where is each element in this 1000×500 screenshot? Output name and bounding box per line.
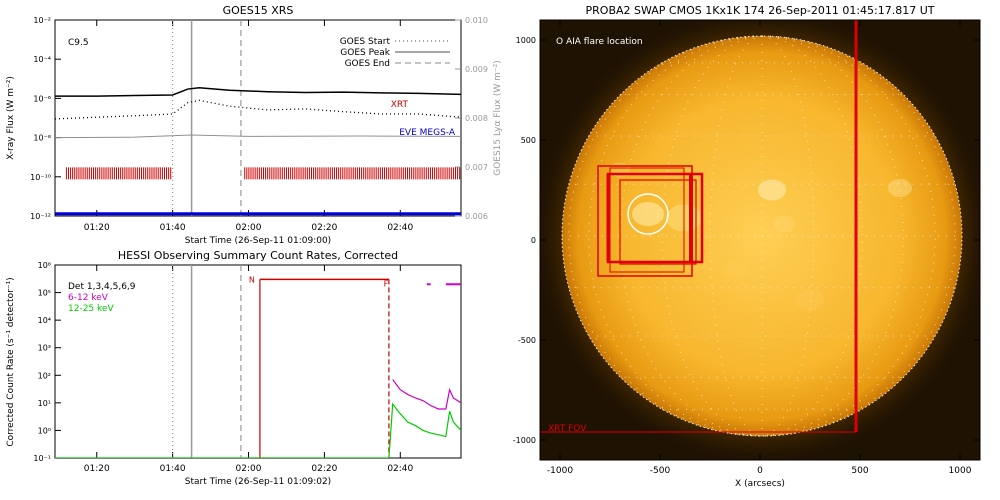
swap-xlabel: X (arcsecs) [735,479,785,489]
swap-x-tick-label: -500 [650,466,671,476]
goes-y-tick-label: 10⁻⁴ [33,55,51,64]
goes-ylabel: X-ray Flux (W m⁻²) [6,76,16,160]
hessi-axes: 01:20 01:40 02:00 02:20 02:40 10⁻¹ 10⁰ 10¹ 10² 10… [33,261,413,474]
hessi-y-tick-label: 10⁶ [38,261,51,270]
active-region-glow [632,202,664,226]
heliographic-grid [561,35,963,437]
swap-x-tick-label: -1000 [547,466,573,476]
hessi-y-tick-label: 10⁻¹ [33,454,51,463]
goes-title: GOES15 XRS [223,4,294,17]
hessi-y-tick-label: 10² [38,371,51,380]
swap-y-tick-label: 500 [521,136,536,145]
swap-y-tick-label: -1000 [513,436,536,445]
hessi-y-tick-label: 10³ [38,344,51,353]
swap-axes: -1000 -500 0 500 1000 -1000 -500 0 500 1000 [513,20,980,476]
hessi-x-tick-label: 01:40 [160,464,186,474]
goes-flare-class: C9.5 [68,38,89,48]
goes-y-tick-label: 10⁻⁸ [33,134,51,143]
hessi-plot-frame [54,264,462,459]
swap-title: PROBA2 SWAP CMOS 1Kx1K 174 26-Sep-2011 0… [586,4,935,17]
goes-panel: GOES15 XRS 01:20 01:40 02:00 02:20 02:40 10⁻¹… [6,4,503,246]
goes-series-line-0 [55,86,461,97]
swap-y-tick-label: 1000 [516,36,536,45]
hessi-series-line-0 [392,379,461,410]
hessi-title: HESSI Observing Summary Count Rates, Cor… [118,249,398,262]
legend-detectors: Det 1,3,4,5,6,9 [68,282,136,292]
night-label: N [249,275,255,284]
aia-flare-location-marker [627,193,669,235]
swap-x-tick-label: 1000 [949,466,972,476]
swap-overlays [540,20,858,433]
swap-x-tick-label: 0 [757,466,763,476]
swap-x-tick-label: 500 [851,466,868,476]
flag-label: F [384,279,389,288]
xrt-fov-label: XRT FOV [548,424,587,434]
hessi-ylabel: Corrected Count Rate (s⁻¹ detector⁻¹) [6,277,16,446]
goes-y-tick-label-right: 0.007 [465,163,488,172]
hessi-legend: Det 1,3,4,5,6,9 6-12 keV 12-25 keV [68,282,136,314]
hessi-y-tick-label: 10⁵ [38,289,51,298]
goes-x-tick-label: 02:00 [236,223,262,233]
xrt-pointing-box [609,167,685,273]
aia-flare-label: O AIA flare location [556,37,643,47]
active-region-glow [796,289,824,311]
goes-y-tick-label-right: 0.009 [465,65,488,74]
hessi-y-tick-label: 10⁰ [38,426,51,435]
xrt-series-label: XRT [391,100,409,110]
goes-x-tick-label: 01:20 [84,223,110,233]
goes-legend: GOES Start GOES Peak GOES End [340,37,450,69]
active-region-glow [758,179,786,201]
eve-series-label: EVE MEGS-A [399,128,456,138]
hessi-y-tick-label: 10⁴ [38,316,51,325]
goes-y-tick-label: 10⁻⁶ [33,94,51,103]
active-region-glow [724,261,748,279]
goes-series [55,20,461,216]
goes-x-tick-label: 01:40 [160,223,186,233]
legend-goes-start: GOES Start [340,37,391,47]
goes-y-tick-label-right: 0.006 [465,212,488,221]
swap-y-tick-label: -500 [518,336,536,345]
goes-y-tick-label: 10⁻² [33,16,51,25]
legend-goes-peak: GOES Peak [340,48,390,58]
hessi-x-tick-label: 01:20 [84,464,110,474]
legend-12-25-kev: 12-25 keV [68,304,114,314]
goes-series-line-2 [55,134,461,139]
hessi-xlabel: Start Time (26-Sep-11 01:09:02) [185,477,331,487]
goes-xlabel: Start Time (26-Sep-11 01:09:00) [185,236,331,246]
active-region-glow [888,179,912,197]
hessi-x-tick-label: 02:40 [387,464,413,474]
swap-panel: PROBA2 SWAP CMOS 1Kx1K 174 26-Sep-2011 0… [513,4,981,489]
goes-plot-frame [54,19,462,217]
active-region-glow [773,215,795,233]
goes-ylabel-right: GOES15 Lyα Flux (W m⁻²) [493,60,503,176]
goes-y-tick-label: 10⁻¹² [30,212,51,221]
goes-axes: 01:20 01:40 02:00 02:20 02:40 10⁻¹² 10⁻¹⁰ 10⁻⁸ 1… [30,16,488,233]
goes-y-tick-label-right: 0.010 [465,16,488,25]
hessi-panel: HESSI Observing Summary Count Rates, Cor… [6,249,462,487]
goes-x-tick-label: 02:20 [311,223,337,233]
hessi-x-tick-label: 02:20 [311,464,337,474]
swap-y-tick-label: 0 [531,236,536,245]
legend-goes-end: GOES End [345,59,390,69]
goes-y-tick-label-right: 0.008 [465,114,488,123]
goes-y-tick-label: 10⁻¹⁰ [30,173,51,182]
goes-x-tick-label: 02:40 [387,223,413,233]
xrt-pointing-box [619,179,697,265]
legend-6-12-kev: 6-12 keV [68,293,109,303]
hessi-series-line-1 [55,402,461,458]
hessi-x-tick-label: 02:00 [236,464,262,474]
hessi-y-tick-label: 10¹ [38,399,51,408]
